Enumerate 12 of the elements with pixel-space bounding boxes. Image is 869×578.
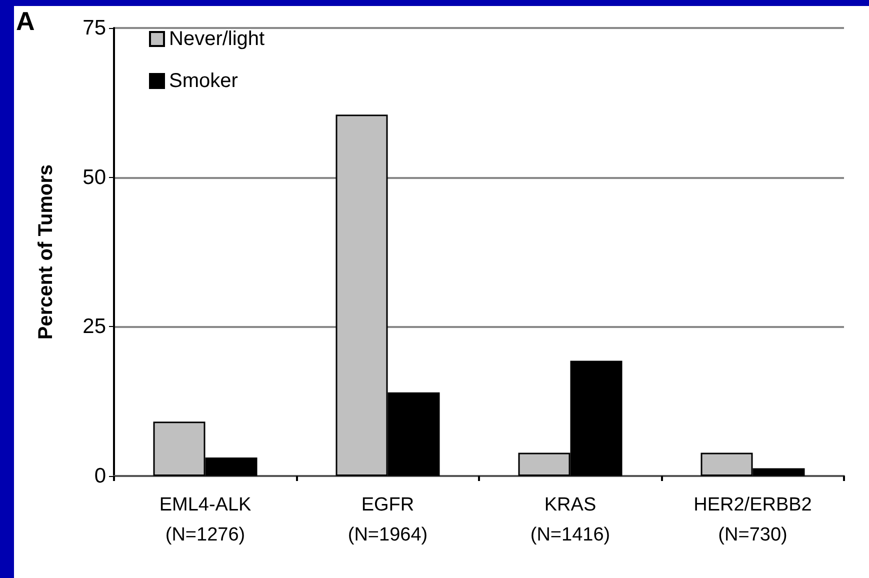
y-tick-label: 50: [82, 166, 106, 189]
y-axis-title: Percent of Tumors: [35, 164, 57, 340]
y-tick-label: 75: [82, 16, 106, 40]
x-tick-label: EGFR (N=1964): [348, 494, 428, 546]
x-tick-label: KRAS (N=1416): [530, 494, 610, 546]
y-tick-label: 25: [82, 315, 106, 338]
text: A: [16, 6, 35, 36]
x-tick-label: HER2/ERBB2 (N=730): [694, 494, 812, 546]
legend-label: Smoker: [169, 70, 238, 92]
x-tick-label: EML4-ALK (N=1276): [159, 494, 252, 546]
y-tick-label: 0: [94, 464, 106, 488]
legend-label: Never/light: [169, 28, 266, 50]
